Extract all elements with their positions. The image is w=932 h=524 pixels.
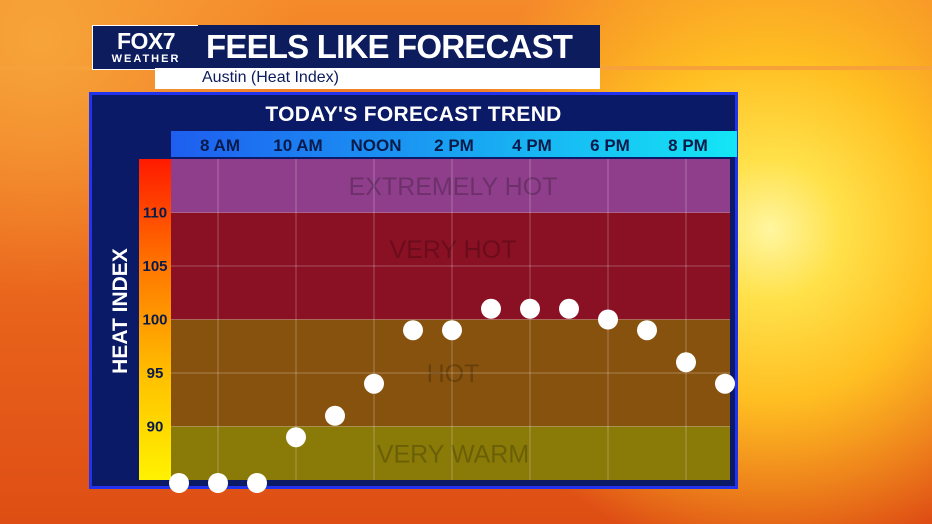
data-point [637,320,657,341]
data-point [676,352,696,373]
band-very-warm [171,426,730,480]
data-point [559,298,579,319]
data-point [598,309,618,330]
logo-sub-text: WEATHER [111,53,181,65]
band-very-hot [171,212,730,320]
band-label: VERY WARM [377,440,529,468]
data-point [325,405,345,426]
data-point [364,373,384,394]
x-tick-label: 8 AM [200,136,240,155]
band-label: HOT [427,360,480,388]
chart-title: TODAY'S FORECAST TREND [265,103,562,126]
x-tick-label: 2 PM [434,136,474,155]
y-tick-label: 95 [147,365,164,382]
data-point [286,427,306,448]
band-extremely-hot [171,159,730,213]
y-tick-label: 90 [147,419,164,436]
x-tick-label: 8 PM [668,136,708,155]
x-tick-label: 6 PM [590,136,630,155]
x-tick-label: NOON [351,136,402,155]
data-point [169,473,189,493]
time-axis-bar [171,131,737,157]
x-tick-label: 4 PM [512,136,552,155]
data-point [208,473,228,493]
title-banner: FEELS LIKE FORECAST [198,25,600,68]
y-axis-label: HEAT INDEX [109,248,132,374]
page-title: FEELS LIKE FORECAST [206,28,573,65]
heat-scale-bar [139,159,171,480]
data-point [481,298,501,319]
x-tick-label: 10 AM [273,136,322,155]
logo-main-text: FOX7 [116,28,176,54]
fox7-weather-logo: FOX7 WEATHER [92,25,200,70]
data-point [520,298,540,319]
subtitle-banner: Austin (Heat Index) [155,68,600,89]
page-subtitle: Austin (Heat Index) [202,69,339,86]
y-tick-label: 100 [142,312,167,329]
y-tick-label: 105 [142,258,167,275]
data-point [247,473,267,493]
data-point [403,320,423,341]
data-point [442,320,462,341]
data-point [715,373,735,394]
y-tick-label: 110 [143,205,167,222]
band-label: VERY HOT [390,236,517,264]
band-label: EXTREMELY HOT [349,173,558,201]
